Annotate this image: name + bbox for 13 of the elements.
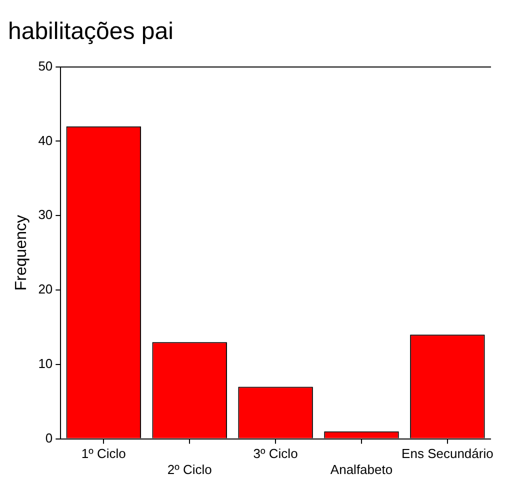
y-tick-label: 30 <box>38 207 53 222</box>
x-tick-label: Analfabeto <box>330 462 393 477</box>
y-axis-title: Frequency <box>13 215 30 291</box>
x-tick-label: 1º Ciclo <box>81 446 126 462</box>
x-tick-label: Ens Secundário <box>402 446 494 462</box>
y-tick-label: 20 <box>38 282 53 297</box>
y-tick-label: 0 <box>45 430 53 446</box>
x-tick-label: 2º Ciclo <box>167 462 212 477</box>
chart-title: habilitações pai <box>8 18 174 46</box>
x-tick-label: 3º Ciclo <box>253 446 298 462</box>
y-tick-label: 10 <box>38 356 53 371</box>
y-tick-label: 50 <box>38 58 53 74</box>
y-tick-label: 40 <box>38 132 53 148</box>
